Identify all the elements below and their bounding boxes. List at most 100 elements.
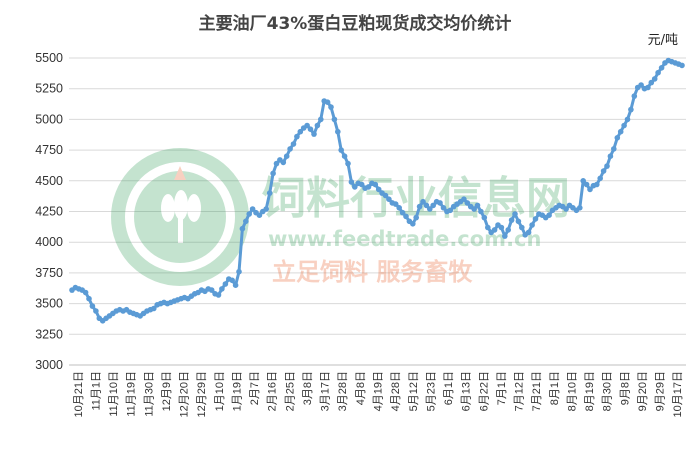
data-point (651, 76, 658, 82)
y-tick-label: 3000 (35, 358, 63, 372)
data-point (352, 184, 358, 190)
data-point (287, 146, 293, 152)
data-point (481, 214, 488, 221)
data-point (563, 206, 569, 212)
data-point (440, 205, 447, 211)
x-tick-label: 9月8日 (619, 371, 631, 405)
data-point (304, 122, 310, 129)
data-point (583, 181, 590, 188)
data-point (519, 224, 525, 231)
data-point (266, 190, 273, 196)
data-point (478, 208, 484, 215)
data-point (430, 202, 437, 209)
series-price (69, 57, 685, 324)
data-point (491, 227, 498, 233)
x-tick-label: 10月17日 (672, 371, 684, 417)
x-tick-label: 10月21日 (73, 371, 85, 417)
data-point (348, 179, 355, 185)
data-point (311, 131, 317, 137)
data-point (604, 163, 610, 169)
data-point (655, 69, 661, 76)
x-tick-label: 12月20日 (179, 371, 191, 417)
x-tick-label: 3月17日 (320, 371, 332, 411)
data-point (597, 175, 603, 182)
x-tick-label: 5月12日 (408, 371, 420, 411)
data-point (86, 295, 92, 302)
data-point (621, 122, 627, 129)
data-point (532, 216, 539, 222)
x-tick-label: 4月8日 (355, 371, 367, 405)
data-point (447, 207, 454, 214)
data-point (151, 305, 157, 312)
data-point (587, 186, 593, 193)
data-point (594, 181, 600, 188)
feed-logo-icon (111, 148, 249, 286)
x-tick-label: 8月10日 (566, 371, 578, 411)
data-point (372, 181, 379, 188)
data-point (679, 62, 685, 69)
data-point (219, 286, 225, 292)
data-point (464, 200, 471, 206)
y-tick-label: 5000 (35, 112, 63, 126)
data-point (645, 84, 651, 91)
data-point (474, 202, 481, 209)
data-point (345, 160, 351, 167)
x-tick-label: 2月16日 (267, 371, 279, 411)
y-tick-label: 3500 (35, 297, 63, 311)
data-point (628, 106, 634, 113)
y-axis-ticks: 5500 5250 5000 4750 4500 4250 4000 3750 3500 3250… (35, 51, 63, 372)
data-point (324, 99, 331, 105)
data-point (485, 224, 491, 231)
data-point (335, 128, 341, 135)
data-point (498, 224, 505, 231)
data-point (273, 160, 280, 167)
data-point (382, 192, 389, 199)
data-point (505, 227, 512, 233)
y-tick-label: 4250 (35, 205, 63, 219)
data-point (318, 116, 324, 123)
data-point (512, 211, 518, 217)
x-tick-label: 7月12日 (514, 371, 526, 411)
x-tick-label: 8月1日 (549, 371, 561, 405)
x-axis-ticks: 10月21日 11月1日 11月10日 11月19日 11月30日 12月9日 12月20日… (73, 371, 684, 417)
x-tick-label: 9月20日 (637, 371, 649, 411)
data-point (580, 178, 586, 184)
data-point (270, 170, 276, 177)
data-point (611, 146, 617, 152)
data-point (93, 308, 99, 314)
data-point (658, 65, 665, 71)
data-point (338, 147, 345, 153)
data-point (294, 133, 300, 140)
x-tick-label: 2月25日 (284, 371, 296, 411)
data-point (648, 79, 655, 86)
data-point (399, 209, 406, 216)
data-point (375, 186, 382, 193)
x-tick-label: 11月30日 (143, 371, 155, 417)
data-point (607, 153, 614, 159)
x-tick-label: 2月7日 (249, 371, 261, 405)
x-tick-label: 8月19日 (584, 371, 596, 411)
data-point (263, 206, 270, 212)
data-point (437, 200, 443, 206)
data-point (365, 184, 372, 190)
data-point (413, 214, 420, 221)
data-point (249, 206, 256, 212)
data-point (89, 303, 96, 309)
data-point (358, 181, 365, 188)
data-point (283, 153, 290, 159)
x-tick-label: 12月9日 (161, 371, 173, 411)
data-point (529, 222, 535, 228)
data-point (290, 141, 297, 147)
data-point (331, 116, 338, 123)
y-tick-label: 5500 (35, 51, 63, 65)
data-point (396, 205, 403, 211)
data-point (208, 287, 215, 293)
data-point (232, 282, 239, 289)
data-point (471, 206, 477, 212)
y-tick-label: 3750 (35, 266, 63, 280)
data-point (307, 126, 314, 132)
data-point (341, 153, 348, 159)
data-point (546, 212, 552, 218)
